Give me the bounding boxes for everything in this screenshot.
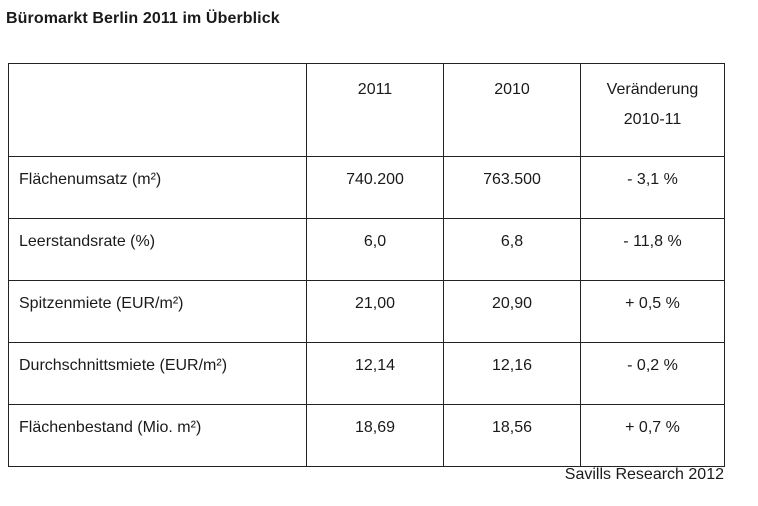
- value-2010: 20,90: [443, 280, 581, 343]
- value-change: - 0,2 %: [580, 342, 725, 405]
- header-2011: 2011: [306, 63, 444, 157]
- page-title: Büromarkt Berlin 2011 im Überblick: [6, 10, 280, 27]
- row-label: Flächenumsatz (m²): [8, 156, 307, 219]
- source-note: Savills Research 2012: [564, 466, 724, 483]
- value-change: - 11,8 %: [580, 218, 725, 281]
- value-2010: 6,8: [443, 218, 581, 281]
- header-change-line1: Veränderung: [606, 81, 699, 98]
- value-2010: 18,56: [443, 404, 581, 467]
- row-label: Leerstandsrate (%): [8, 218, 307, 281]
- header-label-cell: [8, 63, 307, 157]
- table-row: Flächenbestand (Mio. m²) 18,69 18,56 + 0…: [8, 404, 725, 467]
- table-row: Flächenumsatz (m²) 740.200 763.500 - 3,1…: [8, 156, 725, 219]
- value-change: + 0,7 %: [580, 404, 725, 467]
- header-change: Veränderung 2010-11: [580, 63, 725, 157]
- value-2010: 763.500: [443, 156, 581, 219]
- office-market-table: 2011 2010 Veränderung 2010-11 Flächenums…: [8, 63, 725, 467]
- table-row: Leerstandsrate (%) 6,0 6,8 - 11,8 %: [8, 218, 725, 281]
- header-2010: 2010: [443, 63, 581, 157]
- table-row: Spitzenmiete (EUR/m²) 21,00 20,90 + 0,5 …: [8, 280, 725, 343]
- value-2011: 21,00: [306, 280, 444, 343]
- value-change: - 3,1 %: [580, 156, 725, 219]
- table-row: Durchschnittsmiete (EUR/m²) 12,14 12,16 …: [8, 342, 725, 405]
- row-label: Durchschnittsmiete (EUR/m²): [8, 342, 307, 405]
- value-2011: 740.200: [306, 156, 444, 219]
- value-2010: 12,16: [443, 342, 581, 405]
- row-label: Spitzenmiete (EUR/m²): [8, 280, 307, 343]
- header-change-line2: 2010-11: [623, 111, 682, 128]
- value-2011: 12,14: [306, 342, 444, 405]
- value-2011: 6,0: [306, 218, 444, 281]
- value-2011: 18,69: [306, 404, 444, 467]
- table-header-row: 2011 2010 Veränderung 2010-11: [8, 63, 725, 157]
- value-change: + 0,5 %: [580, 280, 725, 343]
- row-label: Flächenbestand (Mio. m²): [8, 404, 307, 467]
